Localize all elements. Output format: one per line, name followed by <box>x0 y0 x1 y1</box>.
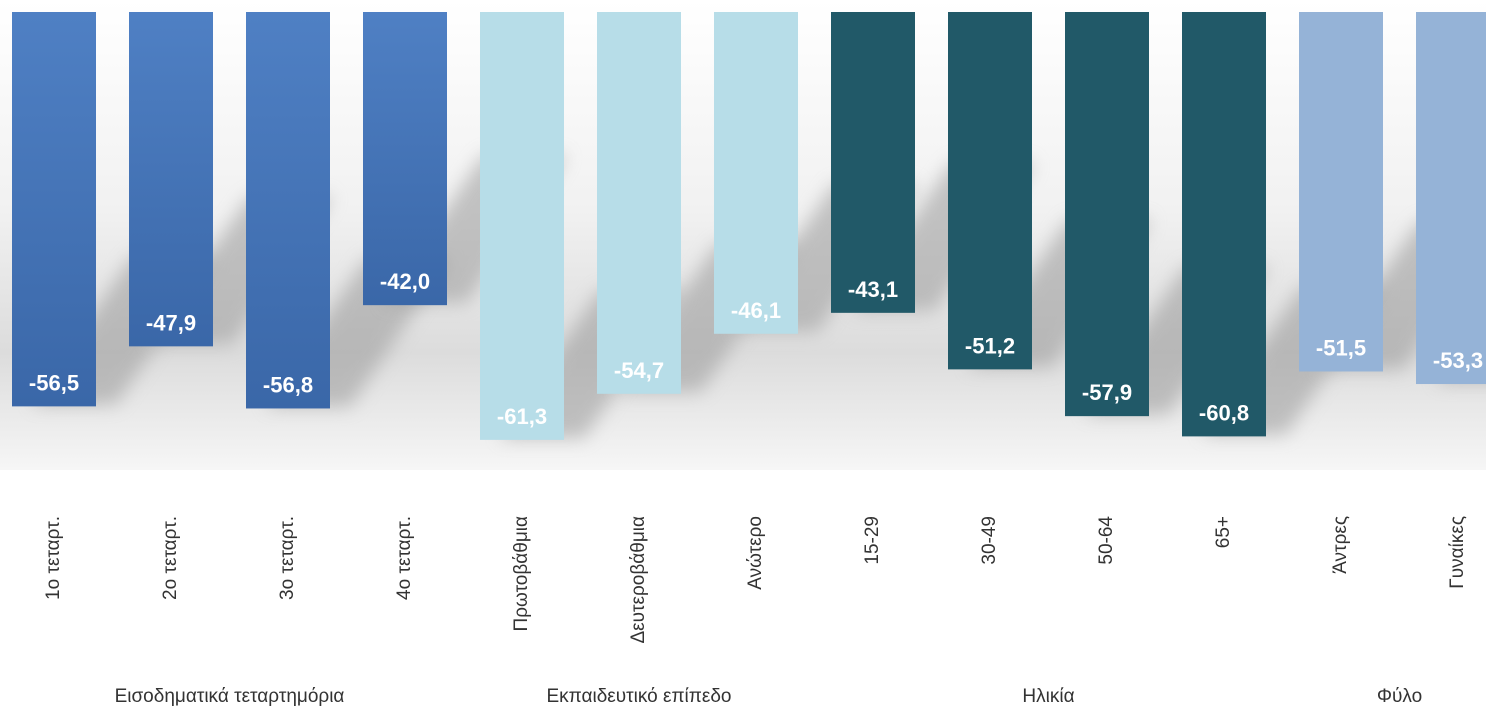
category-label: 4ο τεταρτ. <box>394 516 415 600</box>
bar-1ο-τεταρτ <box>12 12 96 407</box>
bar-δευτεροβάθμια <box>597 12 681 394</box>
group-label: Εκπαιδευτικό επίπεδο <box>546 686 731 707</box>
data-label: -47,9 <box>146 310 196 335</box>
category-label: 65+ <box>1213 516 1234 548</box>
bars <box>12 12 1486 440</box>
category-label: 50-64 <box>1096 516 1117 565</box>
category-label: 2ο τεταρτ. <box>160 516 181 600</box>
data-label: -51,2 <box>965 333 1015 358</box>
data-label: -56,5 <box>29 370 79 395</box>
category-label: 15-29 <box>862 516 883 565</box>
bar-άντρες <box>1299 12 1383 372</box>
group-labels: Εισοδηματικά τεταρτημόρια Εκπαιδευτικό επ… <box>115 686 1423 707</box>
data-label: -61,3 <box>497 404 547 429</box>
data-label: -54,7 <box>614 358 664 383</box>
bar-2ο-τεταρτ <box>129 12 213 347</box>
bar-3ο-τεταρτ <box>246 12 330 409</box>
bar-labels: -56,5 -47,9 -56,8 -42,0 -61,3 -54,7 -46,1 -43,1… <box>29 269 1483 429</box>
category-label: Γυναίκες <box>1447 516 1468 589</box>
data-label: -43,1 <box>848 277 898 302</box>
bar-ανώτερο <box>714 12 798 334</box>
category-label: 30-49 <box>979 516 1000 565</box>
category-label: Ανώτερο <box>745 516 766 590</box>
data-label: -46,1 <box>731 298 781 323</box>
bar-65 <box>1182 12 1266 437</box>
category-label: Πρωτοβάθμια <box>511 516 532 632</box>
bar-4ο-τεταρτ <box>363 12 447 306</box>
bar-50-64 <box>1065 12 1149 417</box>
category-labels: 1ο τεταρτ. 2ο τεταρτ. 3ο τεταρτ. 4ο τεταρτ.… <box>43 516 1468 644</box>
data-label: -56,8 <box>263 372 313 397</box>
category-label: Άντρες <box>1330 516 1351 574</box>
category-label: 1ο τεταρτ. <box>43 516 64 600</box>
category-label: Δευτεροβάθμια <box>628 516 649 644</box>
data-label: -42,0 <box>380 269 430 294</box>
group-label: Εισοδηματικά τεταρτημόρια <box>115 686 345 707</box>
data-label: -51,5 <box>1316 335 1366 360</box>
group-label: Φύλο <box>1377 686 1422 707</box>
group-label: Ηλικία <box>1022 686 1074 707</box>
bar-30-49 <box>948 12 1032 370</box>
bar-πρωτοβάθμια <box>480 12 564 440</box>
bar-γυναίκες <box>1416 12 1486 385</box>
data-label: -60,8 <box>1199 400 1249 425</box>
data-label: -57,9 <box>1082 380 1132 405</box>
category-label: 3ο τεταρτ. <box>277 516 298 600</box>
data-label: -53,3 <box>1433 348 1483 373</box>
bar-15-29 <box>831 12 915 313</box>
